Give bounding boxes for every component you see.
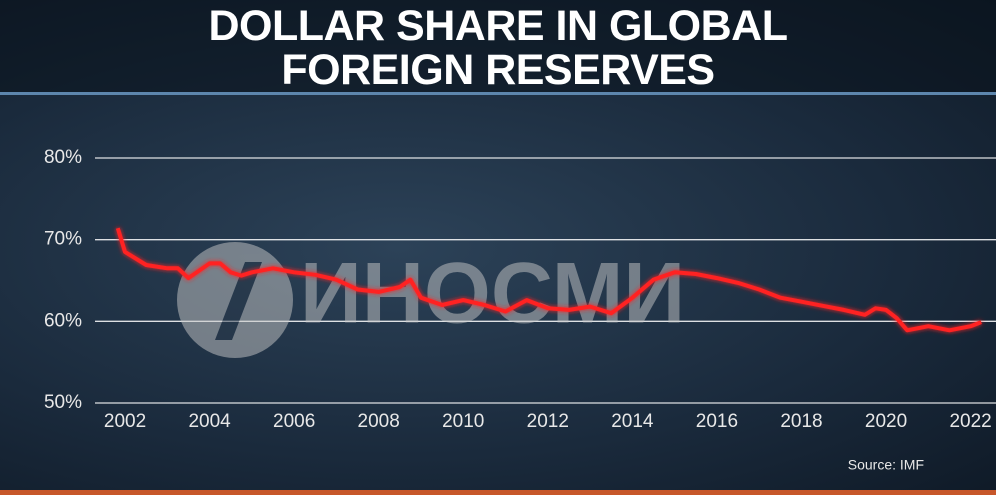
chart-title: DOLLAR SHARE IN GLOBAL FOREIGN RESERVES (208, 2, 788, 94)
x-tick-label: 2002 (104, 411, 146, 432)
x-tick-label: 2012 (527, 411, 569, 432)
data-line (115, 227, 982, 333)
x-tick-label: 2014 (611, 411, 654, 432)
y-tick-label: 50% (44, 392, 82, 413)
watermark: ИНОСМИ (300, 246, 685, 342)
bottom-bar (0, 490, 996, 495)
source: Source: IMF (848, 457, 924, 473)
y-tick-label: 80% (44, 147, 82, 168)
lines (115, 227, 982, 333)
x-tick-label: 2016 (696, 411, 738, 432)
y-tick-label: 70% (44, 229, 82, 250)
x-tick-label: 2018 (780, 411, 822, 432)
x-tick-label: 2004 (188, 411, 231, 432)
title-band (0, 0, 996, 95)
y-tick-label: 60% (44, 310, 82, 331)
x-tick-label: 2010 (442, 411, 484, 432)
x-tick-label: 2022 (949, 411, 991, 432)
watermark-logo (177, 242, 293, 358)
x-tick-label: 2006 (273, 411, 315, 432)
x-tick-label: 2008 (358, 411, 400, 432)
x-tick-label: 2020 (865, 411, 907, 432)
